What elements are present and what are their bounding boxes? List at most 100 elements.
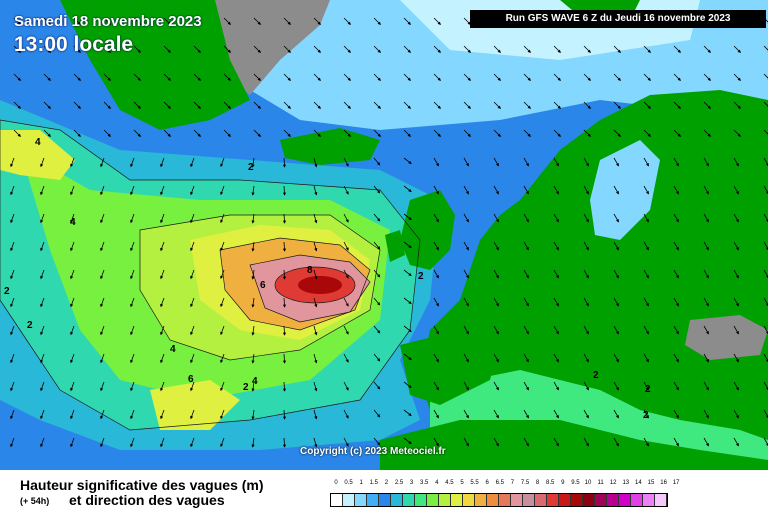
wave-direction-arrow — [643, 297, 649, 307]
wave-direction-arrow — [553, 213, 559, 223]
wave-direction-arrow — [673, 297, 679, 307]
chart-title-line2: et direction des vagues — [69, 492, 225, 508]
contour-label: 4 — [35, 137, 41, 148]
wave-direction-arrow — [70, 241, 75, 252]
wave-direction-arrow — [493, 241, 499, 251]
wave-direction-arrow — [70, 353, 75, 364]
ireland — [385, 230, 405, 262]
wave-direction-arrow — [403, 129, 411, 137]
wave-direction-arrow — [613, 129, 621, 137]
legend-tick: 4.5 — [445, 480, 454, 486]
legend-tick: 2.5 — [394, 480, 404, 486]
wave-direction-arrow — [100, 325, 105, 336]
wave-direction-arrow — [613, 325, 619, 335]
wave-direction-arrow — [130, 325, 135, 336]
wave-direction-arrow — [373, 241, 381, 250]
legend-swatch — [415, 494, 427, 506]
wave-direction-arrow — [523, 325, 529, 335]
wave-direction-arrow — [133, 45, 141, 53]
wave-direction-arrow — [553, 185, 559, 195]
wave-direction-arrow — [73, 73, 81, 81]
legend-tick: 8.5 — [546, 480, 555, 486]
wave-direction-arrow — [100, 353, 105, 364]
wave-direction-arrow — [733, 241, 739, 251]
wave-direction-arrow — [10, 381, 15, 392]
wave-direction-arrow — [493, 409, 499, 419]
wave-direction-arrow — [403, 157, 412, 165]
wave-direction-arrow — [643, 241, 649, 251]
legend-swatch — [391, 494, 403, 506]
wave-direction-arrow — [282, 269, 287, 280]
wave-direction-arrow — [100, 437, 105, 448]
wave-direction-arrow — [523, 241, 529, 251]
wave-direction-arrow — [190, 269, 195, 280]
wave-direction-arrow — [100, 157, 105, 168]
chart-title-line1: Hauteur significative des vagues (m) — [20, 477, 264, 493]
wave-direction-arrow — [733, 45, 741, 53]
wave-direction-arrow — [223, 101, 231, 109]
wave-direction-arrow — [493, 45, 501, 53]
legend-tick: 3 — [409, 480, 414, 486]
wave-direction-arrow — [160, 157, 165, 168]
wave-direction-arrow — [220, 157, 225, 168]
wave-direction-arrow — [190, 157, 195, 168]
wave-direction-arrow — [643, 157, 649, 167]
wave-direction-arrow — [130, 297, 135, 308]
wave-direction-arrow — [193, 45, 201, 53]
wave-direction-arrow — [373, 213, 381, 222]
wave-direction-arrow — [493, 381, 499, 391]
wave-direction-arrow — [373, 17, 381, 25]
contour-label: 2 — [593, 370, 599, 381]
contour-label: 2 — [248, 162, 254, 173]
wave-direction-arrow — [403, 325, 412, 333]
greenland-land — [60, 0, 250, 130]
wave-direction-arrow — [373, 381, 381, 390]
wave-direction-arrow — [313, 101, 321, 109]
wave-direction-arrow — [403, 73, 411, 81]
wave-direction-arrow — [583, 213, 589, 223]
wave-direction-arrow — [100, 297, 105, 308]
wave-direction-arrow — [433, 409, 439, 419]
legend-swatch — [595, 494, 607, 506]
wave-direction-arrow — [313, 353, 318, 364]
wave-direction-arrow — [190, 437, 195, 448]
wave-direction-arrow — [583, 381, 589, 391]
wave-direction-arrow — [643, 353, 649, 363]
legend-tick: 5.5 — [470, 480, 479, 486]
wave-direction-arrow — [493, 297, 499, 307]
wave-direction-arrow — [673, 241, 679, 251]
legend-swatch — [379, 494, 391, 506]
wave-direction-arrow — [463, 297, 469, 307]
wave-direction-arrow — [70, 437, 75, 448]
wave-direction-arrow — [313, 437, 318, 448]
wave-direction-arrow — [523, 185, 529, 195]
wave-direction-arrow — [70, 325, 75, 336]
legend-swatch — [475, 494, 487, 506]
wave-direction-arrow — [613, 213, 619, 223]
wave-direction-arrow — [463, 101, 471, 109]
wave-direction-arrow — [10, 185, 15, 196]
wave-direction-arrow — [733, 269, 739, 279]
wave-direction-arrow — [43, 45, 51, 53]
wave-direction-arrow — [251, 437, 255, 448]
contour-label: 6 — [260, 280, 266, 291]
wave-direction-arrow — [190, 185, 195, 196]
wave-direction-arrow — [190, 325, 195, 336]
wave-direction-arrow — [251, 269, 255, 280]
wave-direction-arrow — [70, 297, 75, 308]
wave-direction-arrow — [523, 269, 529, 279]
wave-direction-arrow — [193, 129, 201, 137]
wave-direction-arrow — [40, 213, 45, 224]
wave-direction-arrow — [343, 381, 349, 391]
legend-swatch — [655, 494, 667, 506]
wave-direction-arrow — [733, 157, 739, 167]
contour-label: 2 — [243, 382, 249, 393]
wave-direction-arrow — [583, 241, 589, 251]
wave-direction-arrow — [251, 381, 255, 392]
wave-direction-arrow — [43, 17, 51, 25]
wave-direction-arrow — [251, 185, 255, 196]
wave-direction-arrow — [493, 185, 499, 195]
wave-direction-arrow — [133, 17, 141, 25]
wave-direction-arrow — [643, 129, 651, 137]
wave-direction-arrow — [463, 73, 471, 81]
